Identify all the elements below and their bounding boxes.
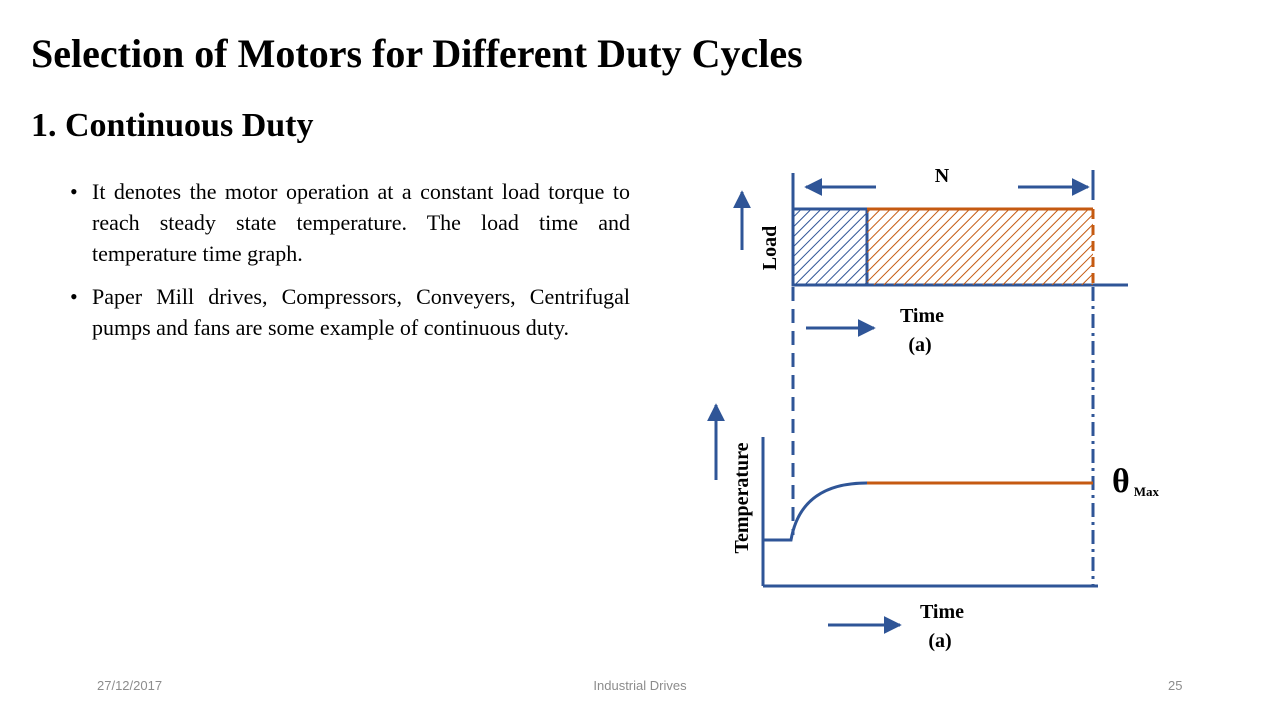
footer-title: Industrial Drives: [593, 678, 687, 693]
load-time-label: Time: [900, 305, 944, 327]
load-caption: (a): [908, 334, 931, 356]
theta-subscript: Max: [1134, 484, 1160, 499]
bullet-marker: •: [70, 179, 78, 204]
bullet-text: Paper Mill drives, Compressors, Conveyer…: [92, 284, 630, 340]
load-axis-label: Load: [759, 226, 781, 270]
temp-rise-curve: [763, 481, 868, 542]
slide-subtitle: 1. Continuous Duty: [31, 107, 314, 144]
theta-max-label: θ Max: [1112, 463, 1160, 500]
theta-symbol: θ: [1112, 463, 1130, 500]
temp-time-label: Time: [920, 601, 964, 623]
slide-title: Selection of Motors for Different Duty C…: [31, 31, 803, 76]
temp-axis-label: Temperature: [731, 442, 753, 553]
bullet-text: It denotes the motor operation at a cons…: [92, 179, 630, 266]
temperature-graph: Temperature Time (a) θ Max: [707, 403, 1160, 652]
period-label: N: [935, 165, 950, 187]
load-start-block: [791, 207, 869, 287]
bullet-item: • Paper Mill drives, Compressors, Convey…: [70, 281, 630, 343]
load-graph: N Load Time (a): [733, 165, 1128, 356]
bullet-list: • It denotes the motor operation at a co…: [70, 176, 630, 355]
load-continuous-block: [867, 209, 1093, 285]
temp-caption: (a): [928, 630, 951, 652]
footer-date: 27/12/2017: [97, 678, 163, 693]
bullet-marker: •: [70, 284, 78, 309]
bullet-item: • It denotes the motor operation at a co…: [70, 176, 630, 269]
footer-page-number: 25: [1168, 678, 1183, 693]
